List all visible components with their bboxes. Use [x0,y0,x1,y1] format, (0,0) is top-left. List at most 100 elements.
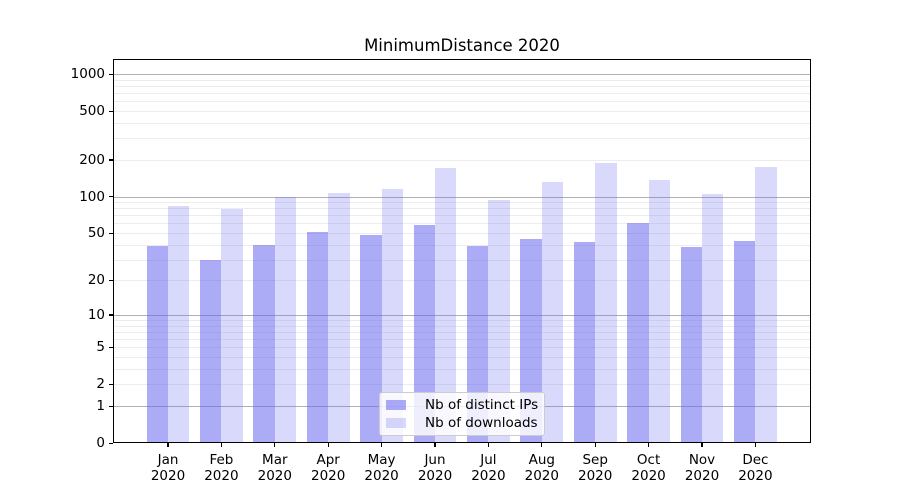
bar-downloads-nov [702,193,724,443]
legend-label-distinct-ips: Nb of distinct IPs [425,397,539,414]
bar-downloads-sep [595,163,617,443]
x-tick-label-year-sep: 2020 [578,468,613,484]
y-tick-mark-1 [109,405,113,407]
gridline-80 [113,208,811,210]
x-tick-label-month-dec: Dec [742,452,769,468]
bar-ips-sep [573,242,596,443]
x-tick-label-year-aug: 2020 [524,468,559,484]
gridline-800 [113,85,811,87]
y-tick-mark-1000 [109,73,113,75]
bar-ips-feb [200,259,222,443]
y-tick-label-50: 50 [87,225,105,241]
legend-row-distinct-ips: Nb of distinct IPs [386,397,539,414]
gridline-200 [113,159,811,161]
y-tick-label-500: 500 [79,103,105,119]
y-tick-mark-100 [109,196,113,198]
x-tick-mark-jan [167,443,169,447]
y-tick-mark-20 [109,279,113,282]
x-tick-mark-feb [220,443,223,447]
x-tick-label-month-jul: Jul [480,452,497,468]
gridline-20 [113,280,811,282]
gridline-600 [113,101,811,103]
x-tick-mark-aug [541,443,543,447]
bar-ips-jun [413,225,435,443]
gridline-50 [113,233,811,234]
x-tick-mark-oct [647,443,650,447]
y-tick-mark-50 [109,232,113,234]
gridline-500 [113,111,811,112]
gridline-400 [113,122,811,124]
x-tick-label-year-nov: 2020 [684,468,720,484]
gridline-9 [113,320,811,321]
bar-downloads-may [381,189,403,443]
x-tick-label-month-jun: Jun [424,452,446,468]
gridline-300 [113,138,811,140]
x-tick-mark-jul [487,443,490,447]
x-tick-label-year-jul: 2020 [471,468,506,484]
x-tick-label-year-dec: 2020 [738,468,773,484]
gridline-4 [113,357,811,358]
x-tick-label-year-jan: 2020 [150,468,186,484]
legend-swatch-downloads [386,417,406,428]
legend-row-downloads: Nb of downloads [386,414,538,431]
y-tick-mark-5 [109,346,113,349]
gridline-90 [113,202,811,204]
x-tick-label-month-feb: Feb [209,452,234,468]
x-tick-mark-may [380,443,383,447]
legend-label-downloads: Nb of downloads [425,414,538,431]
x-tick-label-year-oct: 2020 [631,468,666,484]
gridline-6 [113,339,811,341]
x-tick-label-month-sep: Sep [582,452,608,468]
gridline-5 [113,347,811,349]
x-tick-label-month-apr: Apr [316,452,340,468]
bar-ips-nov [680,247,702,443]
bar-ips-apr [306,232,329,443]
y-tick-label-1000: 1000 [70,66,105,82]
x-tick-mark-dec [754,443,757,447]
x-tick-mark-sep [594,443,596,447]
gridline-100 [113,196,811,198]
y-tick-label-1: 1 [96,398,105,414]
x-tick-label-month-oct: Oct [636,452,661,468]
y-tick-mark-500 [109,110,113,112]
y-tick-label-20: 20 [87,272,105,289]
chart-title: MinimumDistance 2020 [364,36,560,55]
bar-ips-may [360,235,382,443]
bar-downloads-mar [274,196,297,443]
gridline-7 [113,331,811,333]
bar-downloads-jan [168,205,190,443]
bar-downloads-dec [755,166,777,443]
y-tick-mark-200 [109,159,113,161]
bar-downloads-oct [648,180,670,443]
gridline-60 [113,223,811,225]
x-tick-label-month-aug: Aug [528,452,555,468]
bar-ips-jan [146,246,168,443]
gridline-8 [113,325,811,327]
bar-downloads-feb [221,209,243,443]
bar-downloads-apr [328,193,350,443]
bar-downloads-jun [435,168,457,443]
x-tick-label-month-jan: Jan [157,452,179,468]
gridline-900 [113,79,811,81]
y-tick-label-200: 200 [79,151,105,168]
gridline-3 [113,369,811,370]
x-tick-mark-apr [327,443,329,447]
x-tick-label-month-may: May [367,452,396,468]
x-tick-label-month-mar: Mar [262,452,288,468]
y-tick-label-100: 100 [79,188,105,205]
x-tick-label-year-apr: 2020 [311,468,346,484]
x-tick-label-year-jun: 2020 [417,468,453,484]
bar-ips-dec [734,240,756,443]
bar-downloads-aug [541,182,564,443]
x-tick-mark-nov [701,443,703,447]
legend-box: Nb of distinct IPs Nb of downloads [379,392,545,436]
gridline-2 [113,384,811,386]
x-tick-label-year-feb: 2020 [204,468,239,484]
bar-downloads-jul [488,199,510,443]
x-tick-label-month-nov: Nov [688,452,716,468]
y-tick-label-10: 10 [87,306,105,323]
x-tick-mark-mar [274,443,276,447]
gridline-70 [113,215,811,217]
y-tick-label-5: 5 [96,339,105,356]
gridline-40 [113,244,811,246]
